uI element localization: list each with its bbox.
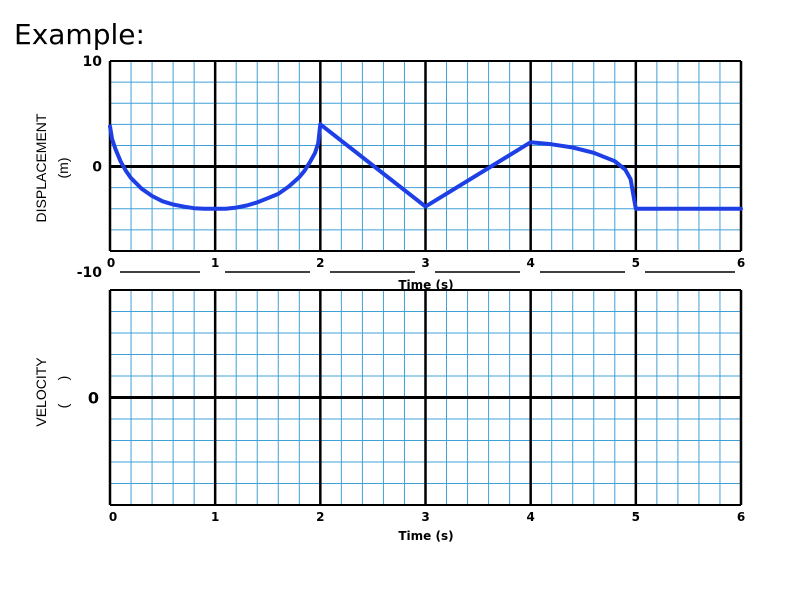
displacement-chart: 0 1 2 3 4 5 6 10 0 -10 DISPLACEMENT (m) Time (s) <box>33 54 749 292</box>
velocity-chart: 0 1 2 3 4 5 6 0 VELOCITY ( ) Time (s) <box>33 289 745 543</box>
velocity-x-tick-label: 6 <box>737 510 745 524</box>
velocity-axis-unit: ( ) <box>55 376 71 409</box>
displacement-x-tick-bg <box>207 253 224 271</box>
displacement-x-tick-bg <box>417 253 434 271</box>
displacement-axes <box>108 60 743 252</box>
velocity-x-tick-label: 4 <box>526 510 534 524</box>
velocity-x-axis-title: Time (s) <box>398 529 453 543</box>
displacement-x-tick-label: 0 <box>107 256 115 270</box>
displacement-x-tick-label: 2 <box>316 256 324 270</box>
displacement-series-line <box>108 122 743 211</box>
velocity-x-tick-label: 3 <box>421 510 429 524</box>
displacement-x-tick-label: 5 <box>632 256 640 270</box>
displacement-x-tick-bg <box>733 253 749 271</box>
velocity-axis-title: VELOCITY <box>33 357 49 427</box>
velocity-y-tick-label: 0 <box>88 389 99 408</box>
displacement-x-tick-bg <box>312 253 329 271</box>
velocity-x-tick-label: 1 <box>211 510 219 524</box>
displacement-tick-labels: 0 1 2 3 4 5 6 10 0 -10 <box>77 54 749 281</box>
displacement-x-tick-bg <box>522 253 539 271</box>
displacement-x-tick-bg <box>627 253 644 271</box>
displacement-x-tick-bg <box>102 253 118 271</box>
displacement-axis-title: DISPLACEMENT <box>33 113 49 222</box>
displacement-y-tick-label: -10 <box>77 265 103 281</box>
displacement-axis-unit: (m) <box>55 158 71 179</box>
displacement-y-tick-label: 10 <box>83 54 103 70</box>
velocity-x-tick-label: 0 <box>109 510 117 524</box>
velocity-x-tick-label: 2 <box>316 510 324 524</box>
displacement-y-tick-label: 0 <box>92 160 102 176</box>
displacement-x-axis-title: Time (s) <box>398 278 453 292</box>
displacement-x-tick-label: 6 <box>737 256 745 270</box>
displacement-x-tick-label: 1 <box>211 256 219 270</box>
velocity-tick-labels: 0 1 2 3 4 5 6 0 <box>88 389 745 525</box>
page-heading: Example: <box>14 18 145 51</box>
velocity-axes <box>108 289 743 506</box>
velocity-x-tick-label: 5 <box>632 510 640 524</box>
displacement-x-tick-label: 3 <box>421 256 429 270</box>
displacement-x-tick-label: 4 <box>526 256 534 270</box>
